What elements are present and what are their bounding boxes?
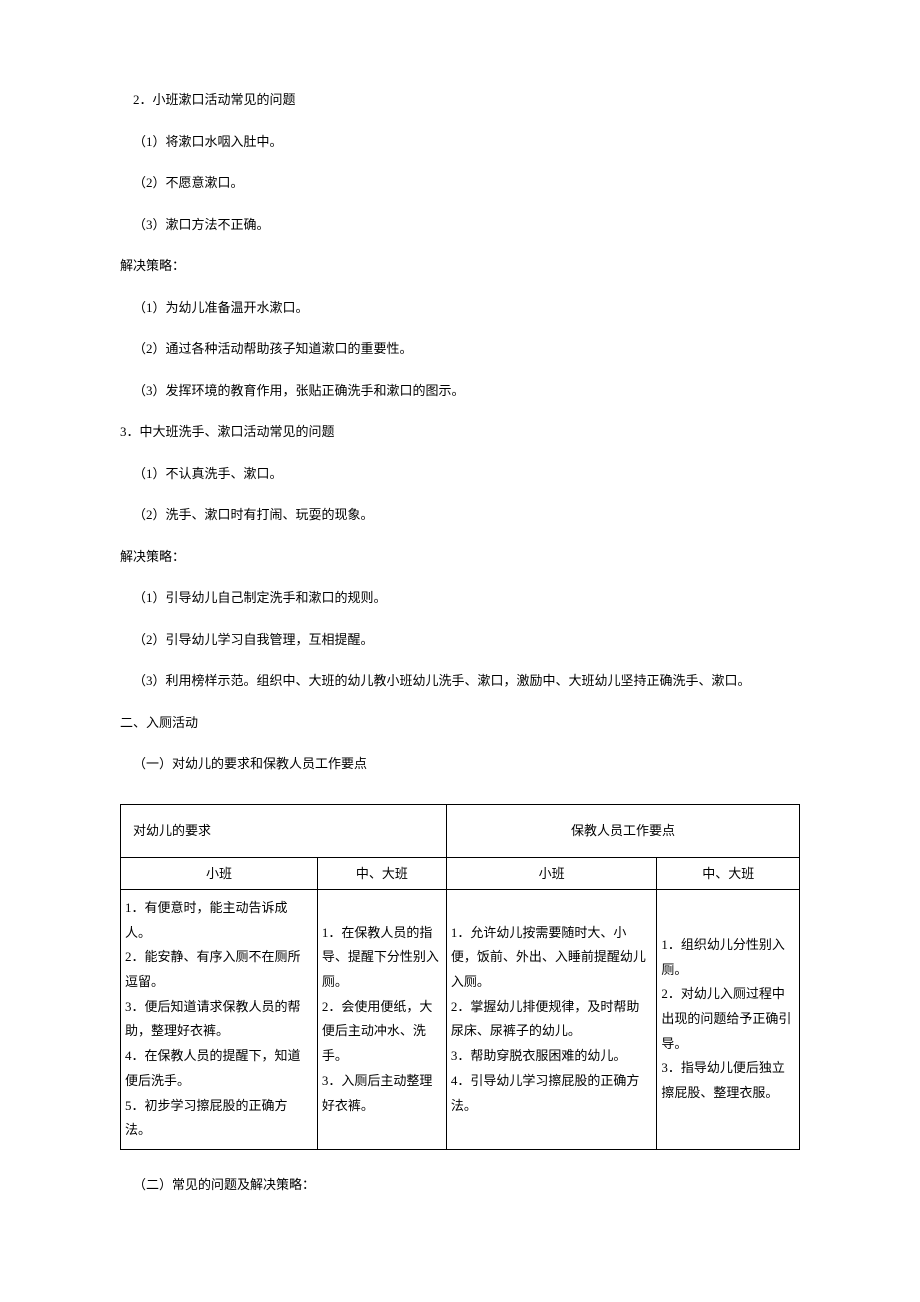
paragraph: 2．小班漱口活动常见的问题 — [120, 90, 800, 110]
paragraph: （1）将漱口水咽入肚中。 — [120, 132, 800, 152]
table-cell: 1．在保教人员的指导、提醒下分性别入厕。2．会使用便纸，大便后主动冲水、洗手。3… — [317, 890, 446, 1150]
paragraph: （二）常见的问题及解决策略： — [120, 1175, 800, 1195]
paragraph: （2）通过各种活动帮助孩子知道漱口的重要性。 — [120, 339, 800, 359]
table-header-right: 保教人员工作要点 — [446, 804, 799, 857]
paragraph: 解决策略： — [120, 547, 800, 567]
paragraph: （3）利用榜样示范。组织中、大班的幼儿教小班幼儿洗手、漱口，激励中、大班幼儿坚持… — [120, 671, 800, 691]
table-subheader: 中、大班 — [657, 857, 800, 890]
paragraph: （2）引导幼儿学习自我管理，互相提醒。 — [120, 630, 800, 650]
table-cell: 1．允许幼儿按需要随时大、小便，饭前、外出、入睡前提醒幼儿入厕。2．掌握幼儿排便… — [446, 890, 656, 1150]
paragraph: （一）对幼儿的要求和保教人员工作要点 — [120, 754, 800, 774]
paragraph: 二、入厕活动 — [120, 713, 800, 733]
paragraph: 3．中大班洗手、漱口活动常见的问题 — [120, 422, 800, 442]
table-header-left: 对幼儿的要求 — [121, 804, 447, 857]
paragraph: （3）发挥环境的教育作用，张贴正确洗手和漱口的图示。 — [120, 381, 800, 401]
paragraph: （1）为幼儿准备温开水漱口。 — [120, 298, 800, 318]
paragraph: （3）漱口方法不正确。 — [120, 215, 800, 235]
table-cell: 1．组织幼儿分性别入厕。2．对幼儿入厕过程中出现的问题给予正确引导。3．指导幼儿… — [657, 890, 800, 1150]
paragraph: （1）引导幼儿自己制定洗手和漱口的规则。 — [120, 588, 800, 608]
requirements-table: 对幼儿的要求 保教人员工作要点 小班 中、大班 小班 中、大班 1．有便意时，能… — [120, 804, 800, 1150]
paragraph: （1）不认真洗手、漱口。 — [120, 464, 800, 484]
paragraph: （2）洗手、漱口时有打闹、玩耍的现象。 — [120, 505, 800, 525]
table-subheader: 中、大班 — [317, 857, 446, 890]
paragraph: （2）不愿意漱口。 — [120, 173, 800, 193]
paragraph: 解决策略： — [120, 256, 800, 276]
document-page: 2．小班漱口活动常见的问题 （1）将漱口水咽入肚中。 （2）不愿意漱口。 （3）… — [0, 0, 920, 1276]
table-subheader: 小班 — [121, 857, 318, 890]
table-subheader: 小班 — [446, 857, 656, 890]
table-cell: 1．有便意时，能主动告诉成人。2．能安静、有序入厕不在厕所逗留。3．便后知道请求… — [121, 890, 318, 1150]
